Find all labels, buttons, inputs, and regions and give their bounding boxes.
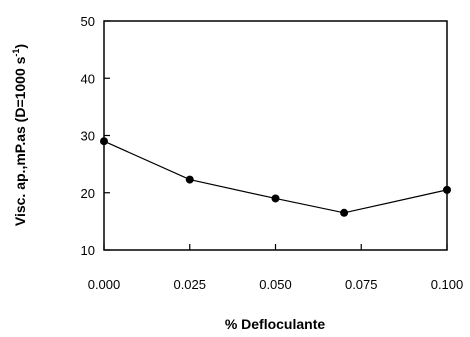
y-axis-title: Visc. ap.,mP.as (D=1000 s-1) [11, 44, 28, 226]
y-tick-label: 50 [81, 14, 95, 29]
x-axis: 0.000 0.025 0.050 0.075 0.100 [88, 244, 464, 292]
x-tick-label: 0.100 [431, 277, 464, 292]
x-tick-label: 0.050 [259, 277, 292, 292]
data-points [100, 137, 451, 217]
x-tick-label: 0.025 [173, 277, 206, 292]
y-axis-title-close: ) [12, 44, 28, 49]
y-axis-title-superscript: -1 [11, 49, 21, 57]
plot-frame [103, 20, 448, 251]
y-tick-label: 20 [81, 186, 95, 201]
x-axis-title: % Defloculante [225, 316, 326, 332]
data-point [340, 208, 349, 217]
y-axis-title-main: Visc. ap.,mP.as (D=1000 s [12, 56, 28, 226]
data-point [185, 175, 194, 184]
y-tick-label: 30 [81, 129, 95, 144]
y-tick-label: 10 [81, 243, 95, 258]
data-point [271, 194, 280, 203]
y-tick-label: 40 [81, 71, 95, 86]
data-point [100, 137, 108, 146]
x-tick-label: 0.000 [88, 277, 121, 292]
data-point [443, 185, 451, 194]
y-axis: 10 20 30 40 50 [81, 14, 110, 258]
x-tick-label: 0.075 [345, 277, 378, 292]
